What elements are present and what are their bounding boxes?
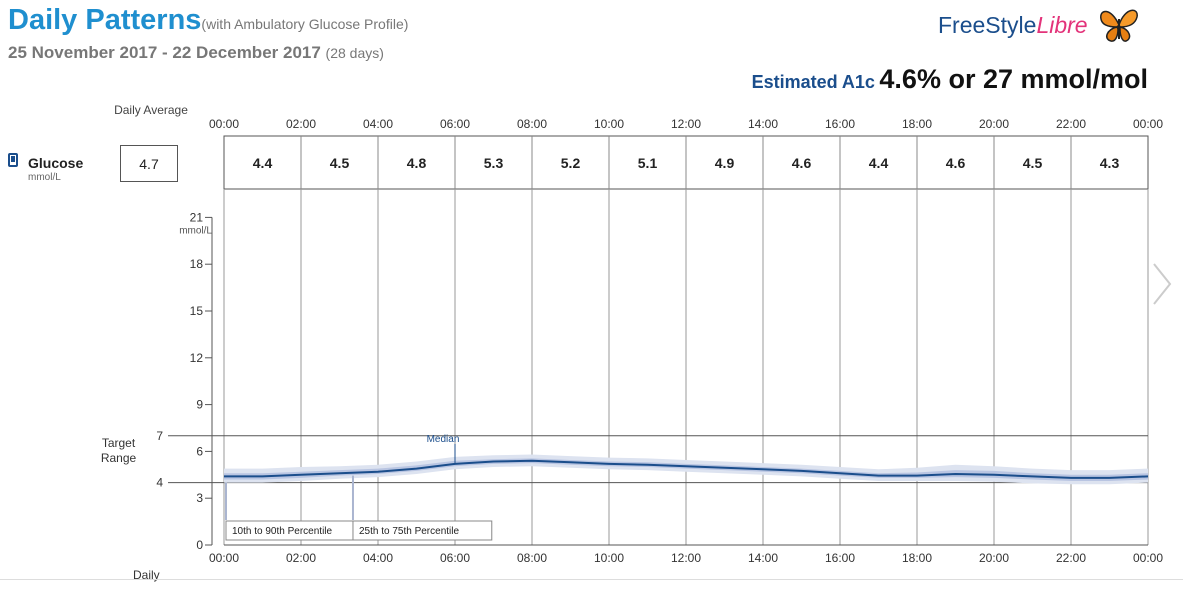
y-tick-label: 0 [196,538,203,552]
median-callout-label: Median [427,434,460,445]
top-time-label: 08:00 [517,117,547,131]
chevron-right-icon[interactable] [1150,262,1174,306]
top-time-label: 16:00 [825,117,855,131]
interval-average-value: 4.5 [330,155,350,171]
bottom-time-label: 08:00 [517,551,547,565]
interval-average-value: 4.3 [1100,155,1120,171]
glucose-unit-text: mmol/L [28,172,61,183]
interval-average-value: 5.2 [561,155,581,171]
bottom-time-label: 04:00 [363,551,393,565]
bottom-time-label: 22:00 [1056,551,1086,565]
bottom-time-label: 00:00 [1133,551,1163,565]
bottom-time-label: 00:00 [209,551,239,565]
interval-average-value: 4.6 [792,155,812,171]
daily-footer-label: Daily [133,568,160,582]
percentile-10-90-callout: 10th to 90th Percentile [225,520,366,541]
top-time-label: 02:00 [286,117,316,131]
daily-average-header: Daily Average [114,103,188,117]
butterfly-logo-icon [1100,9,1138,42]
report-title: Daily Patterns [8,4,202,36]
bottom-time-label: 06:00 [440,551,470,565]
estimated-a1c: Estimated A1c 4.6% or 27 mmol/mol [752,64,1148,95]
y-tick-label: 21 [190,210,204,224]
bottom-time-label: 02:00 [286,551,316,565]
y-tick-label: 15 [190,304,204,318]
top-time-label: 10:00 [594,117,624,131]
bottom-time-label: 18:00 [902,551,932,565]
percentile-25-75-callout-box [352,520,493,541]
date-range-days: (28 days) [325,45,384,61]
interval-average-value: 4.4 [253,155,273,171]
bottom-time-label: 12:00 [671,551,701,565]
interval-average-value: 4.9 [715,155,735,171]
bottom-time-label: 14:00 [748,551,778,565]
daily-average-value: 4.7 [120,145,178,182]
top-time-label: 04:00 [363,117,393,131]
top-time-label: 22:00 [1056,117,1086,131]
top-time-label: 14:00 [748,117,778,131]
top-time-label: 00:00 [1133,117,1163,131]
y-tick-label: 9 [196,398,203,412]
bottom-time-label: 16:00 [825,551,855,565]
bottom-time-label: 10:00 [594,551,624,565]
top-time-label: 00:00 [209,117,239,131]
interval-average-value: 5.1 [638,155,658,171]
y-tick-label: 3 [196,491,203,505]
a1c-label: Estimated A1c [751,72,875,92]
y-tick-label: 12 [190,351,204,365]
percentile-10-90-callout-text: 10th to 90th Percentile [232,526,333,537]
brand-name-part1: FreeStyle [938,12,1037,38]
glucose-label-text: Glucose [28,155,84,171]
glucose-meter-icon [8,153,18,167]
interval-average-value: 4.8 [407,155,427,171]
date-range-text: 25 November 2017 - 22 December 2017 [8,43,321,62]
target-lower-label: 4 [156,476,163,490]
brand-name-part2: Libre [1036,12,1088,38]
median-line [224,459,1149,479]
page-title: Daily Patterns(with Ambulatory Glucose P… [8,4,408,37]
percentile-25-75-callout: 25th to 75th Percentile [352,520,493,541]
date-range: 25 November 2017 - 22 December 2017 (28 … [8,43,384,63]
top-time-label: 12:00 [671,117,701,131]
interval-average-value: 4.4 [869,155,889,171]
y-tick-label: 6 [196,444,203,458]
bottom-divider [0,579,1183,580]
target-upper-label: 7 [156,429,163,443]
report-title-note: (with Ambulatory Glucose Profile) [201,16,409,32]
top-time-label: 06:00 [440,117,470,131]
target-range-label: Target Range [100,436,137,465]
interval-average-value: 5.3 [484,155,504,171]
interval-average-value: 4.6 [946,155,966,171]
percentile-25-75-callout-text: 25th to 75th Percentile [359,526,460,537]
top-time-label: 20:00 [979,117,1009,131]
y-axis-unit-label: mmol/L [179,225,212,236]
top-time-label: 18:00 [902,117,932,131]
bottom-time-label: 20:00 [979,551,1009,565]
a1c-value: 4.6% or 27 mmol/mol [879,64,1148,94]
interval-average-value: 4.5 [1023,155,1043,171]
y-tick-label: 18 [190,257,204,271]
brand-logo: FreeStyleLibre [938,12,1088,39]
